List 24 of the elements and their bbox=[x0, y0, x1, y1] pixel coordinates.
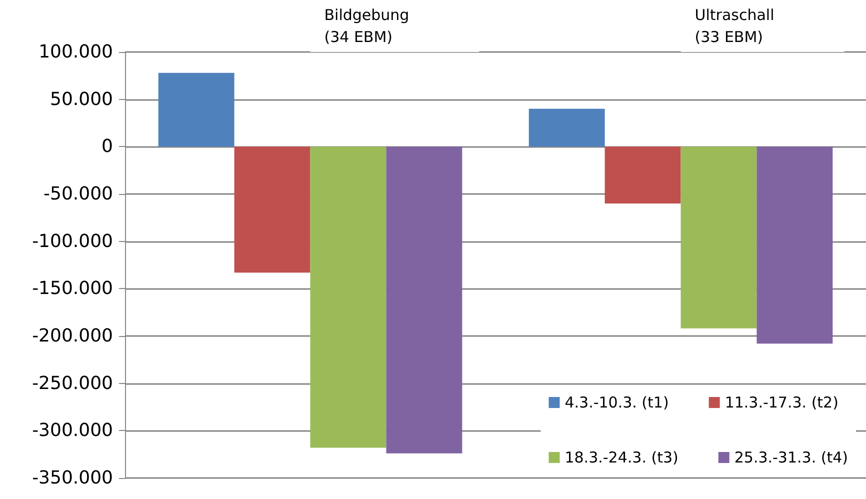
legend-label: 4.3.-10.3. (t1) bbox=[564, 394, 669, 412]
bar bbox=[234, 146, 310, 273]
x-tick-label: Bildgebung (34 EBM) bbox=[324, 6, 410, 46]
bar bbox=[528, 108, 605, 147]
bar bbox=[604, 146, 681, 204]
bar bbox=[310, 146, 386, 448]
legend-label: 18.3.-24.3. (t3) bbox=[564, 448, 678, 466]
legend-label: 11.3.-17.3. (t2) bbox=[724, 394, 838, 412]
bar bbox=[386, 146, 462, 454]
y-tick-label: -50.000 bbox=[44, 184, 113, 204]
y-tick-label: -250.000 bbox=[32, 372, 113, 394]
y-tick-label: 0 bbox=[102, 136, 113, 158]
y-tick-label: -350.000 bbox=[32, 468, 113, 488]
y-tick-label: -200.000 bbox=[32, 326, 113, 346]
y-tick-label: 50.000 bbox=[50, 88, 113, 110]
y-tick-label: -100.000 bbox=[32, 230, 113, 252]
y-tick-label: 100.000 bbox=[38, 42, 113, 62]
bar bbox=[756, 146, 833, 344]
y-tick-label: -300.000 bbox=[32, 420, 113, 442]
bar bbox=[158, 72, 234, 147]
bar bbox=[680, 146, 757, 328]
y-tick-label: -150.000 bbox=[32, 278, 113, 300]
legend-label: 25.3.-31.3. (t4) bbox=[734, 448, 848, 466]
x-tick-label: Ultraschall (33 EBM) bbox=[694, 6, 774, 46]
